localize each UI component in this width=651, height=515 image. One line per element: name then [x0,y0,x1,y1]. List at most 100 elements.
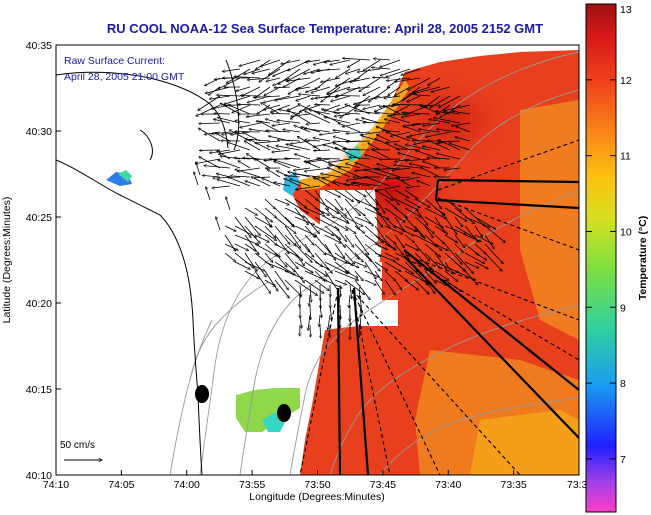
current-vector [444,216,457,235]
x-tick-label: 74:00 [174,479,200,491]
current-vector [396,177,411,187]
current-vector [217,95,241,96]
current-vector [444,279,462,292]
current-vector [309,294,310,306]
current-vector [264,261,288,272]
current-vector [313,176,331,187]
current-vector [359,324,360,337]
current-vector [244,261,265,271]
current-vector [444,261,453,274]
radar-beam-solid [336,178,579,475]
current-vector [414,198,430,207]
dashed-range-line [351,289,441,475]
current-vector [298,94,321,97]
current-vector [284,252,298,269]
current-vector [363,104,381,109]
current-vector [264,279,276,286]
current-vector [454,225,476,239]
solid-beam-line [336,287,342,475]
current-vector [297,136,321,151]
current-vector [474,243,486,254]
current-vector [394,144,411,151]
current-vector [314,198,339,214]
current-vector [274,279,289,298]
current-vector [294,234,310,252]
current-vector [423,122,441,126]
current-vector [365,155,381,160]
current-vector [314,234,331,254]
current-vector [344,252,355,264]
current-vector [222,68,241,72]
current-vector [235,131,261,132]
dashed-range-line [437,139,579,191]
current-vector [252,68,271,73]
current-vector [263,104,281,110]
current-vector [484,225,505,243]
current-vector [382,130,401,133]
current-vector [392,167,411,170]
cloud-mask-1 [320,190,378,270]
current-vector [427,158,451,159]
current-vector [328,314,331,330]
current-vector [404,234,414,243]
current-vector [267,145,281,151]
current-vector [314,216,339,230]
current-vector [217,151,231,160]
current-vector [444,243,462,265]
current-vector [434,243,448,251]
current-vector [287,110,311,124]
current-vector [434,225,448,234]
current-vector [474,225,483,237]
current-vector [324,117,351,124]
current-vector [219,149,241,154]
current-vector [362,118,381,124]
current-vector [284,225,301,248]
current-vector [242,132,261,142]
current-vector [365,177,391,187]
current-vector [346,141,371,142]
current-vector [359,284,360,299]
current-vector [355,162,371,169]
current-vector [390,131,411,136]
current-vector [354,189,366,197]
current-annotation-line1: Raw Surface Current: [64,55,165,67]
current-vector [274,225,290,244]
current-vector [334,243,345,258]
current-vector [415,150,441,160]
current-vector [414,225,425,238]
current-vector [340,104,361,118]
current-vector [375,112,391,115]
radar-site-marker [277,404,291,422]
current-vector [334,207,348,223]
current-vector [274,252,287,267]
current-vector [405,145,431,151]
current-vector [286,144,311,151]
current-vector [319,158,341,159]
current-vector [244,225,260,243]
current-vector [321,109,341,115]
current-vector [424,270,436,284]
current-vector [384,216,396,228]
current-vector [375,185,401,191]
current-vector [464,252,485,264]
current-vector [317,68,341,71]
current-vector [294,243,312,262]
current-vector [322,178,341,187]
current-vector [255,140,281,143]
current-vector [244,207,257,215]
current-vector [374,189,393,200]
current-vector [386,77,411,81]
current-vector [359,294,362,313]
current-vector [424,243,441,257]
current-vector [394,225,414,236]
current-vector [424,198,445,216]
current-vector [353,182,381,187]
current-vector [247,77,271,80]
current-vector [338,123,361,133]
current-vector [474,216,496,229]
current-vector [377,167,401,169]
current-vector [284,261,295,272]
current-vector [374,252,395,262]
sst-hot-core-2 [390,75,510,165]
current-vector [434,279,447,285]
